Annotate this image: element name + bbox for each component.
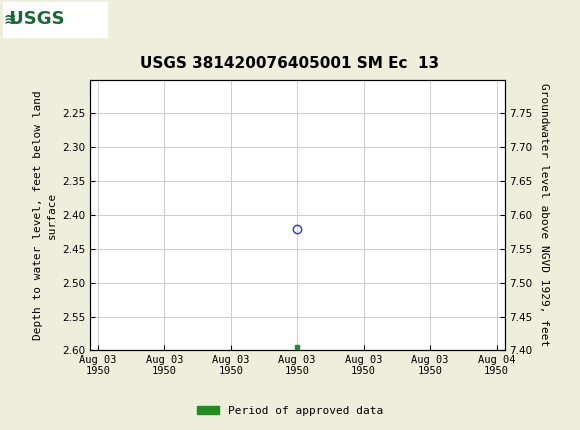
Text: ≋: ≋ <box>3 12 16 27</box>
Legend: Period of approved data: Period of approved data <box>193 401 387 420</box>
Text: USGS: USGS <box>3 10 64 28</box>
Y-axis label: Depth to water level, feet below land
surface: Depth to water level, feet below land su… <box>33 90 57 340</box>
FancyBboxPatch shape <box>3 2 107 37</box>
Y-axis label: Groundwater level above NGVD 1929, feet: Groundwater level above NGVD 1929, feet <box>539 83 549 347</box>
Text: USGS 381420076405001 SM Ec  13: USGS 381420076405001 SM Ec 13 <box>140 56 440 71</box>
